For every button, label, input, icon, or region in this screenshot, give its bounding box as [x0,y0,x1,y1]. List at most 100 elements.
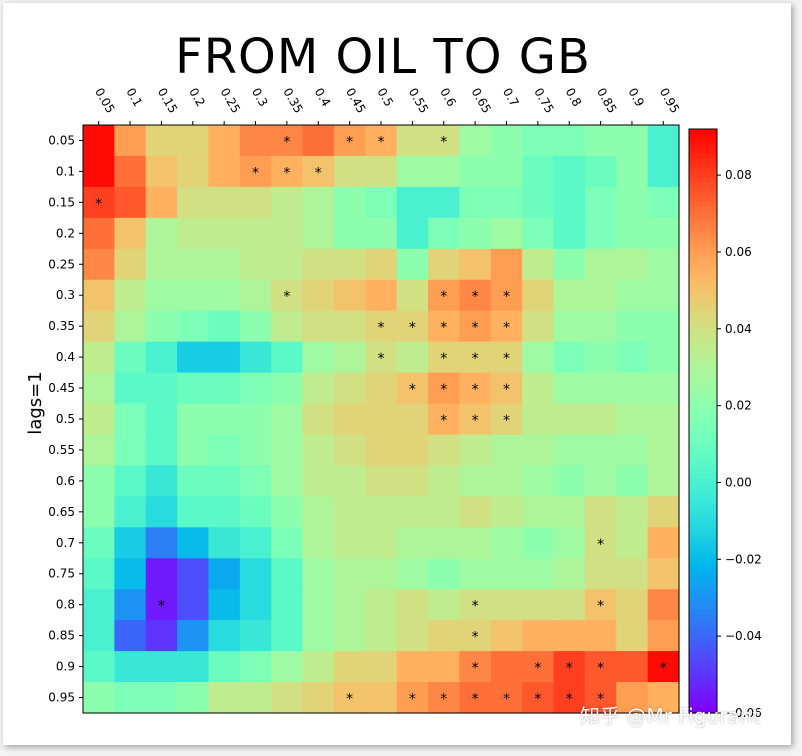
heatmap-cell [145,434,178,467]
significance-star: * [472,382,479,398]
heatmap-cell [333,496,366,528]
heatmap-cell [584,527,617,559]
heatmap-cell [239,651,272,683]
x-tick-label: 0.7 [500,86,522,110]
x-tick-label: 0.75 [531,86,556,116]
heatmap-cell [271,186,304,219]
heatmap-cell [271,434,304,467]
heatmap-cell [616,125,649,157]
heatmap-cell [459,403,492,436]
x-tick-label: 0.65 [469,86,494,116]
colorbar-segment [689,299,717,305]
heatmap-cell [333,527,366,559]
heatmap-cell [333,403,366,436]
heatmap-cell [616,465,649,497]
heatmap-cell [647,217,680,250]
heatmap-cell [239,620,272,652]
heatmap-cell [647,310,680,343]
colorbar-segment [689,226,717,232]
colorbar-segment [689,708,717,714]
heatmap-cell [459,341,492,374]
colorbar-segment [689,688,717,695]
heatmap-cell [83,155,115,188]
heatmap-cell [490,248,523,281]
heatmap-cell [584,682,617,714]
heatmap-cell [208,125,241,157]
heatmap-cell [333,682,366,714]
heatmap-cell [177,248,210,281]
significance-star: * [440,413,447,429]
heatmap-cell [271,125,304,157]
heatmap-cell [114,372,147,405]
colorbar-segment [689,640,717,646]
heatmap-cell [616,279,649,312]
colorbar-segment [689,372,717,378]
heatmap-cell [83,279,115,312]
heatmap-cell [83,341,115,374]
colorbar-segment [689,445,717,451]
heatmap-cell [302,527,335,559]
heatmap-cell [177,527,210,559]
heatmap-cell [114,279,147,312]
heatmap-cell [271,651,304,683]
heatmap-cell [302,558,335,590]
colorbar-segment [689,469,717,476]
heatmap-cell [459,434,492,467]
heatmap-cell [239,589,272,621]
heatmap-cell [396,434,429,467]
heatmap-cell [83,465,115,497]
colorbar-segment [689,221,717,227]
x-tick-label: 0.8 [563,86,585,110]
heatmap-cell [396,403,429,436]
heatmap-cell [647,465,680,497]
significance-star: * [440,382,447,398]
heatmap-cell [145,465,178,497]
significance-star: * [472,599,479,615]
heatmap-cell [459,589,492,621]
heatmap-cell [553,527,586,559]
heatmap-cell [428,403,461,436]
y-tick-label: 0.2 [56,226,75,240]
heatmap-cell [522,682,555,714]
colorbar-segment [689,649,717,656]
heatmap-cell [208,186,241,219]
heatmap-cell [616,217,649,250]
heatmap-cell [365,341,398,374]
heatmap-cell [584,248,617,281]
heatmap-cell [83,496,115,528]
heatmap-cell [239,403,272,436]
heatmap-cell [428,651,461,683]
heatmap-cell [145,558,178,590]
colorbar-segment [689,309,717,315]
heatmap-cell [208,620,241,652]
heatmap-cell [333,310,366,343]
heatmap-cell [396,186,429,219]
heatmap-cell [177,125,210,157]
heatmap-cell [365,527,398,559]
heatmap-cell [302,341,335,374]
heatmap-cell [114,125,147,157]
heatmap-cell [396,372,429,405]
heatmap-cell [647,279,680,312]
significance-star: * [409,382,416,398]
heatmap-cell [114,620,147,652]
heatmap-cell [647,186,680,219]
heatmap-cell [428,465,461,497]
heatmap-cell [490,496,523,528]
heatmap-cell [428,248,461,281]
significance-star: * [566,692,573,708]
colorbar-segment [689,391,717,398]
heatmap-cell [553,341,586,374]
heatmap-cell [459,527,492,559]
heatmap-cell [396,527,429,559]
colorbar-segment [689,630,717,636]
heatmap-cell [396,310,429,343]
y-tick-label: 0.6 [56,474,75,488]
heatmap-cell [616,620,649,652]
colorbar-segment [689,357,717,364]
colorbar-segment [689,236,717,242]
colorbar-segment [689,644,717,651]
heatmap-cell [522,589,555,621]
heatmap-cell [208,496,241,528]
colorbar-segment [689,129,717,135]
